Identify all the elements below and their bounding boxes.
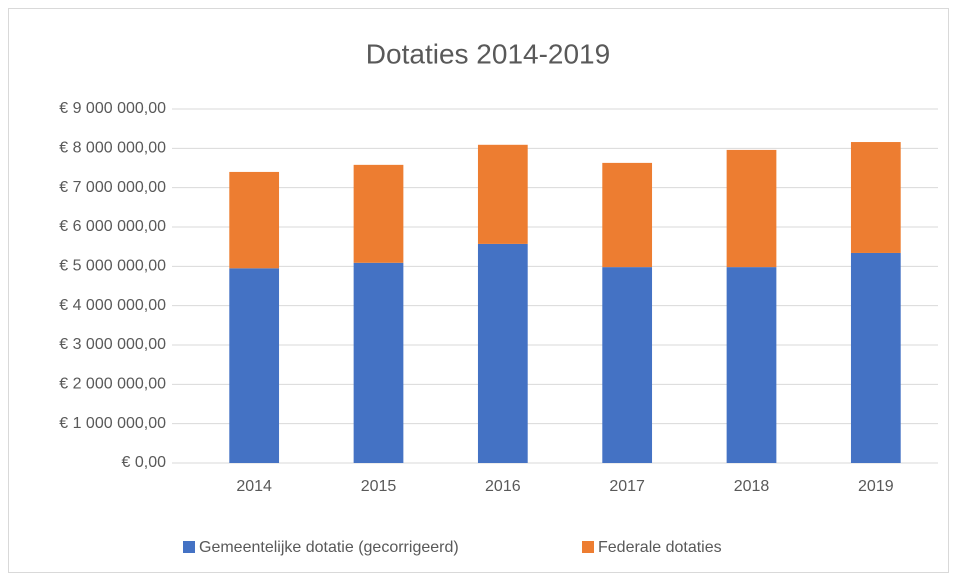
bar-segment [477, 144, 528, 244]
bar-segment [726, 149, 777, 268]
legend-swatch [183, 541, 195, 553]
y-tick-label: € 0,00 [122, 454, 167, 471]
bar-segment [353, 164, 404, 263]
y-tick-label: € 6 000 000,00 [59, 218, 166, 235]
y-tick-label: € 2 000 000,00 [59, 376, 166, 393]
legend-label: Gemeentelijke dotatie (gecorrigeerd) [199, 539, 459, 556]
x-tick-label: 2015 [361, 478, 397, 495]
y-tick-label: € 5 000 000,00 [59, 258, 166, 275]
bar-segment [602, 162, 653, 268]
x-tick-label: 2019 [858, 478, 894, 495]
bar-segment [726, 267, 777, 463]
x-tick-label: 2014 [236, 478, 272, 495]
bar-segment [477, 243, 528, 463]
bar-segment [850, 142, 901, 253]
y-tick-label: € 4 000 000,00 [59, 297, 166, 314]
bar-segment [602, 267, 653, 463]
bar-segment [353, 262, 404, 463]
bar-segment [229, 268, 280, 463]
x-tick-label: 2017 [609, 478, 645, 495]
x-tick-label: 2018 [734, 478, 770, 495]
y-tick-label: € 7 000 000,00 [59, 179, 166, 196]
legend-swatch [582, 541, 594, 553]
chart-title: Dotaties 2014-2019 [366, 38, 610, 69]
y-tick-label: € 8 000 000,00 [59, 140, 166, 157]
bar-segment [850, 252, 901, 463]
y-tick-label: € 3 000 000,00 [59, 336, 166, 353]
legend-label: Federale dotaties [598, 539, 722, 556]
y-tick-label: € 9 000 000,00 [59, 100, 166, 117]
y-tick-label: € 1 000 000,00 [59, 415, 166, 432]
x-tick-label: 2016 [485, 478, 521, 495]
bar-segment [229, 171, 280, 269]
